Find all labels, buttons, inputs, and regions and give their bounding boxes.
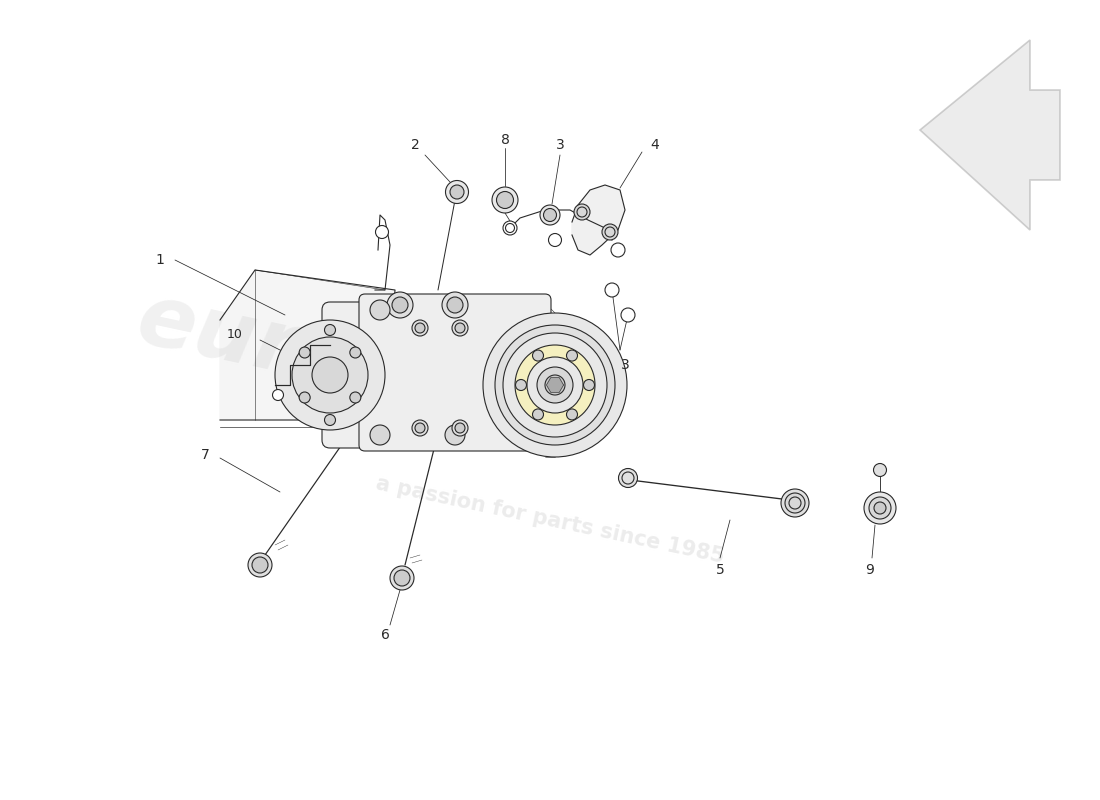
Circle shape bbox=[492, 187, 518, 213]
Circle shape bbox=[495, 325, 615, 445]
Text: 5: 5 bbox=[716, 563, 725, 577]
Text: 1: 1 bbox=[155, 253, 164, 267]
Circle shape bbox=[452, 420, 468, 436]
Circle shape bbox=[864, 492, 896, 524]
Circle shape bbox=[602, 224, 618, 240]
Text: 3: 3 bbox=[556, 138, 564, 152]
Circle shape bbox=[540, 205, 560, 225]
Polygon shape bbox=[572, 185, 625, 255]
Text: 6: 6 bbox=[381, 628, 389, 642]
Circle shape bbox=[390, 566, 414, 590]
Circle shape bbox=[527, 357, 583, 413]
FancyBboxPatch shape bbox=[322, 302, 488, 448]
Circle shape bbox=[350, 392, 361, 403]
Circle shape bbox=[252, 557, 268, 573]
Polygon shape bbox=[920, 40, 1060, 230]
Circle shape bbox=[483, 313, 627, 457]
Circle shape bbox=[415, 423, 425, 433]
Circle shape bbox=[299, 392, 310, 403]
FancyBboxPatch shape bbox=[359, 294, 551, 451]
Circle shape bbox=[503, 333, 607, 437]
Circle shape bbox=[532, 409, 543, 420]
Circle shape bbox=[874, 502, 886, 514]
Text: 2: 2 bbox=[410, 138, 419, 152]
Circle shape bbox=[544, 375, 565, 395]
Text: 9: 9 bbox=[866, 563, 874, 577]
Circle shape bbox=[621, 308, 635, 322]
Circle shape bbox=[781, 489, 808, 517]
Circle shape bbox=[446, 181, 469, 203]
Circle shape bbox=[574, 204, 590, 220]
Circle shape bbox=[447, 297, 463, 313]
Text: 8: 8 bbox=[500, 133, 509, 147]
Circle shape bbox=[455, 323, 465, 333]
Circle shape bbox=[412, 320, 428, 336]
Text: europares: europares bbox=[130, 278, 630, 462]
Circle shape bbox=[292, 337, 368, 413]
Circle shape bbox=[273, 390, 284, 401]
Circle shape bbox=[312, 357, 348, 393]
Circle shape bbox=[370, 425, 390, 445]
Circle shape bbox=[516, 379, 527, 390]
Circle shape bbox=[549, 234, 561, 246]
Circle shape bbox=[299, 347, 310, 358]
Circle shape bbox=[446, 425, 465, 445]
Circle shape bbox=[785, 493, 805, 513]
Circle shape bbox=[610, 243, 625, 257]
Circle shape bbox=[543, 209, 557, 222]
Circle shape bbox=[248, 553, 272, 577]
Circle shape bbox=[873, 463, 887, 477]
Polygon shape bbox=[220, 270, 395, 420]
Circle shape bbox=[618, 469, 638, 487]
Text: 10: 10 bbox=[227, 329, 243, 342]
Text: 3: 3 bbox=[620, 358, 629, 372]
Circle shape bbox=[350, 347, 361, 358]
Circle shape bbox=[503, 221, 517, 235]
Text: a passion for parts since 1985: a passion for parts since 1985 bbox=[374, 474, 726, 566]
Circle shape bbox=[496, 191, 514, 209]
Circle shape bbox=[537, 367, 573, 403]
Circle shape bbox=[442, 292, 468, 318]
Text: 7: 7 bbox=[200, 448, 209, 462]
Circle shape bbox=[450, 185, 464, 199]
Circle shape bbox=[324, 414, 336, 426]
Circle shape bbox=[394, 570, 410, 586]
Circle shape bbox=[515, 345, 595, 425]
Circle shape bbox=[583, 379, 594, 390]
Circle shape bbox=[392, 297, 408, 313]
Circle shape bbox=[324, 325, 336, 335]
Circle shape bbox=[370, 300, 390, 320]
Polygon shape bbox=[547, 378, 563, 392]
Circle shape bbox=[605, 283, 619, 297]
Circle shape bbox=[869, 497, 891, 519]
Circle shape bbox=[412, 420, 428, 436]
Circle shape bbox=[415, 323, 425, 333]
Circle shape bbox=[532, 350, 543, 361]
Circle shape bbox=[375, 226, 388, 238]
Text: 4: 4 bbox=[650, 138, 659, 152]
Circle shape bbox=[566, 350, 578, 361]
Circle shape bbox=[566, 409, 578, 420]
Circle shape bbox=[455, 423, 465, 433]
Circle shape bbox=[452, 320, 468, 336]
Circle shape bbox=[275, 320, 385, 430]
Circle shape bbox=[387, 292, 412, 318]
